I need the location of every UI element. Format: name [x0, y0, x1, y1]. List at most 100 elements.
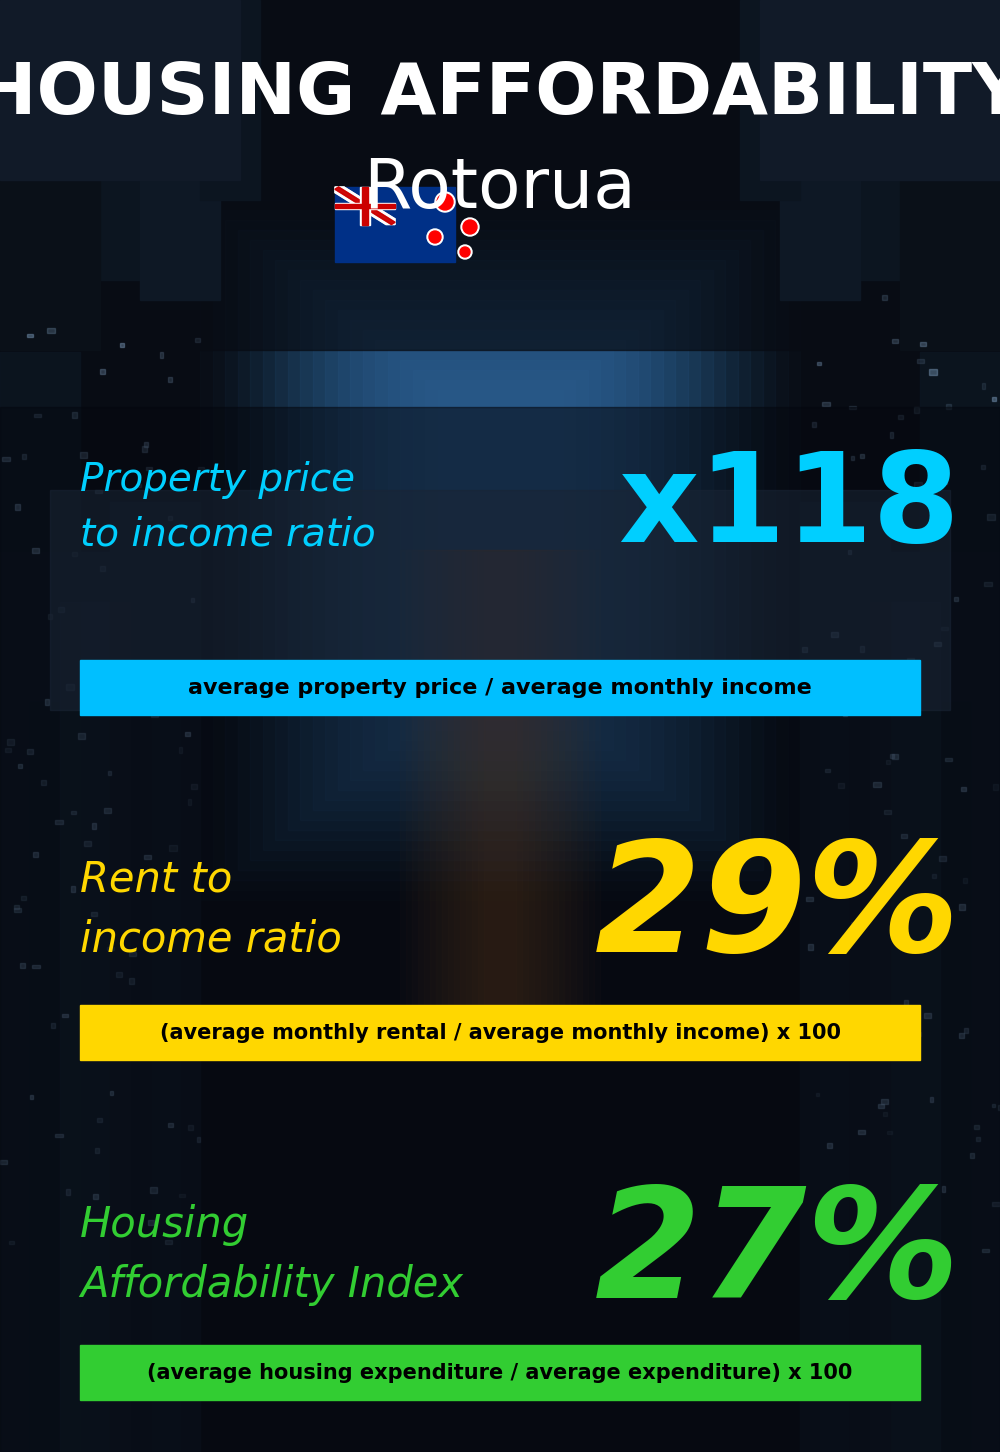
Circle shape [461, 218, 479, 237]
Bar [900, 0, 1000, 350]
Bar [827, 1143, 832, 1147]
Bar [418, 550, 582, 1050]
Bar [22, 453, 26, 459]
Bar [335, 187, 455, 261]
Bar [110, 1092, 113, 1095]
Bar [934, 642, 941, 646]
Bar [940, 479, 947, 484]
Bar [20, 963, 25, 967]
Bar [892, 754, 898, 759]
Text: 29%: 29% [594, 835, 960, 984]
Bar [964, 1028, 968, 1032]
Bar [466, 550, 534, 1050]
Bar [981, 466, 985, 469]
Bar [91, 912, 97, 916]
Bar [66, 684, 74, 690]
Bar [842, 935, 848, 939]
Bar [191, 598, 194, 603]
Bar [870, 603, 940, 1452]
Bar [914, 897, 919, 902]
Bar [833, 1234, 838, 1239]
Bar [890, 754, 894, 758]
Bar [436, 550, 564, 1050]
Bar [843, 711, 847, 716]
Bar [55, 1134, 63, 1137]
Bar [822, 402, 830, 405]
Bar [992, 398, 996, 401]
Bar [375, 340, 625, 759]
Bar [884, 810, 891, 815]
Bar [72, 552, 77, 556]
Bar [920, 343, 926, 346]
Bar [424, 550, 576, 1050]
Bar [14, 905, 19, 909]
Bar [836, 486, 840, 491]
Bar [168, 378, 172, 382]
Bar [959, 905, 965, 909]
Bar [883, 1112, 887, 1117]
Bar [360, 187, 370, 225]
Bar [142, 446, 147, 452]
Bar [362, 330, 638, 770]
Text: 27%: 27% [594, 1180, 960, 1330]
Text: x118: x118 [618, 447, 960, 569]
Bar [982, 1249, 989, 1252]
Text: Rent to: Rent to [80, 860, 232, 902]
Bar [887, 1131, 892, 1134]
Bar [195, 338, 200, 343]
Bar [15, 504, 20, 510]
Bar [32, 547, 39, 553]
Bar [14, 908, 21, 912]
Bar [140, 0, 220, 301]
Bar [806, 897, 813, 902]
Bar [41, 780, 46, 784]
Bar [47, 328, 55, 334]
Bar [71, 810, 76, 813]
Bar [984, 582, 992, 587]
Circle shape [435, 192, 455, 212]
Bar [430, 550, 570, 1050]
Bar [93, 1195, 98, 1199]
Bar [945, 758, 952, 761]
Bar [129, 979, 134, 984]
Bar [80, 452, 87, 457]
Bar [860, 454, 864, 459]
Bar [802, 648, 807, 652]
Polygon shape [335, 187, 395, 225]
Bar [890, 431, 893, 437]
Bar [182, 1043, 187, 1048]
Bar [998, 1105, 1000, 1111]
Bar [7, 739, 14, 745]
Bar [27, 749, 33, 754]
Bar [78, 733, 85, 739]
Bar [831, 632, 838, 637]
Bar [817, 362, 821, 366]
Text: (average monthly rental / average monthly income) x 100: (average monthly rental / average monthl… [160, 1024, 840, 1043]
Bar [914, 482, 922, 488]
Bar [92, 823, 96, 829]
Bar [816, 1092, 819, 1096]
Bar [920, 351, 1000, 1452]
Bar [740, 0, 800, 200]
Circle shape [429, 231, 441, 242]
Bar [136, 484, 141, 486]
Bar [425, 380, 575, 720]
Bar [168, 515, 172, 520]
Bar [400, 550, 600, 1050]
Bar [840, 0, 1000, 280]
Bar [66, 1189, 70, 1195]
Bar [120, 343, 124, 347]
Bar [848, 550, 851, 555]
Bar [30, 701, 150, 1452]
Bar [126, 1018, 133, 1022]
Bar [60, 603, 130, 1452]
Bar [478, 550, 522, 1050]
Bar [335, 203, 395, 208]
Bar [406, 550, 594, 1050]
Bar [200, 0, 260, 200]
Bar [901, 835, 907, 838]
Bar [898, 415, 903, 418]
Bar [288, 270, 712, 831]
Bar [982, 383, 985, 389]
Bar [173, 668, 181, 672]
